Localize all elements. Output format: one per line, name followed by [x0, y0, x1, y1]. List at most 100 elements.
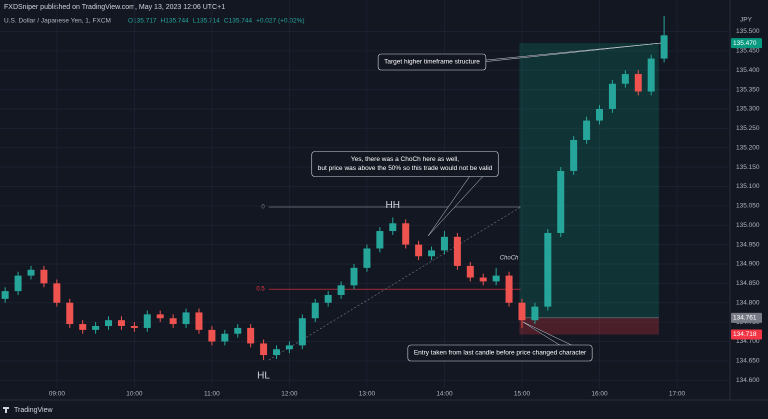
candle-body	[428, 250, 436, 257]
fib-label: 0.5	[256, 287, 265, 293]
y-tick-label: 134.700	[736, 338, 760, 345]
y-tick-label: 135.050	[736, 203, 760, 210]
candle-body	[105, 320, 113, 326]
y-tick-label: 135.000	[736, 222, 760, 229]
candle-body	[350, 267, 358, 286]
price-tag	[731, 38, 762, 49]
candle-body	[27, 269, 35, 276]
x-tick-label: 15:00	[514, 391, 531, 398]
y-tick-label: 134.600	[736, 377, 760, 384]
x-tick-label: 16:00	[591, 391, 608, 398]
candle-body	[182, 312, 190, 325]
candle-body	[621, 74, 629, 84]
brand: TradingView	[14, 407, 53, 414]
candle-body	[596, 108, 604, 121]
y-tick-label: 135.100	[736, 183, 760, 190]
ohlc-value: O135.717	[128, 18, 157, 25]
y-tick-label: 135.350	[736, 86, 760, 93]
candle-body	[117, 320, 125, 326]
candle-body	[402, 223, 410, 245]
y-tick-label: 135.150	[736, 164, 760, 171]
candle-body	[544, 232, 552, 307]
y-tick-label: 134.850	[736, 280, 760, 287]
candle-body	[169, 318, 177, 325]
candle-body	[130, 325, 138, 328]
candle-body	[492, 275, 500, 282]
callout-text: Target higher timeframe structure	[384, 59, 480, 66]
currency: JPY	[740, 17, 753, 24]
candle-body	[440, 236, 448, 251]
candle-body	[14, 275, 22, 292]
symbol: U.S. Dollar / Japanese Yen, 1, FXCM	[4, 18, 111, 25]
candle-body	[557, 170, 565, 233]
x-tick-label: 09:00	[49, 391, 66, 398]
fib-trend	[268, 206, 521, 361]
candle-body	[324, 294, 332, 303]
y-tick-label: 135.200	[736, 144, 760, 151]
callout-box	[377, 53, 487, 71]
candle-body	[337, 285, 345, 295]
candle-body	[505, 275, 513, 303]
callout-text: but price was above the 50% so this trad…	[318, 165, 493, 172]
candle-body	[195, 312, 203, 330]
candle-body	[363, 248, 371, 268]
ohlc-value: L135.714	[193, 18, 220, 25]
candle-body	[583, 120, 591, 140]
x-tick-label: 13:00	[359, 391, 376, 398]
candle-body	[311, 302, 319, 319]
candle-body	[1, 291, 9, 299]
brand-logo	[3, 407, 9, 413]
y-tick-label: 134.900	[736, 261, 760, 268]
callout-box	[407, 344, 593, 362]
candle-body	[234, 327, 242, 334]
price-tag-label: 135.470	[733, 40, 757, 47]
candle-body	[415, 244, 423, 257]
y-tick-label: 134.950	[736, 241, 760, 248]
price-tag	[731, 329, 762, 340]
structure-label: HL	[257, 371, 270, 382]
candle-body	[208, 329, 216, 342]
y-tick-label: 135.400	[736, 67, 760, 74]
publisher: FXDSniper published on TradingView.com, …	[4, 4, 225, 11]
callout-text: Entry taken from last candle before pric…	[414, 350, 587, 357]
candle-body	[272, 349, 280, 356]
stop-zone	[519, 317, 659, 335]
callout-box	[311, 151, 499, 177]
price-tag	[731, 312, 762, 323]
candle-body	[143, 314, 151, 328]
candle-body	[92, 325, 100, 330]
candle-body	[40, 269, 48, 284]
candle-body	[285, 345, 293, 350]
candle-body	[260, 343, 268, 356]
x-tick-label: 11:00	[204, 391, 220, 398]
structure-label: ChoCh	[500, 255, 519, 261]
candle-body	[531, 306, 539, 321]
candle-body	[647, 58, 655, 92]
x-tick-label: 17:00	[669, 391, 686, 398]
candle-body	[221, 333, 229, 342]
y-tick-label: 134.650	[736, 358, 760, 365]
y-tick-label: 135.250	[736, 125, 760, 132]
candle-body	[79, 324, 87, 330]
candle-body	[608, 83, 616, 109]
candle-body	[247, 327, 255, 344]
x-tick-label: 14:00	[436, 391, 453, 398]
candle-body	[156, 314, 164, 319]
price-tag-label: 134.761	[733, 315, 757, 322]
x-tick-label: 10:00	[126, 391, 143, 398]
ohlc-value: +0.027 (+0.02%)	[256, 18, 304, 25]
y-tick-label: 135.450	[736, 48, 760, 55]
callout-text: Yes, there was a ChoCh here as well,	[351, 156, 459, 163]
ohlc-value: C135.744	[224, 18, 253, 25]
structure-label: HH	[386, 200, 400, 211]
candle-body	[376, 231, 384, 249]
y-tick-label: 135.500	[736, 28, 760, 35]
candle-body	[660, 35, 668, 59]
y-tick-label: 135.300	[736, 106, 760, 113]
candle-body	[389, 223, 397, 232]
candle-body	[298, 318, 306, 346]
price-tag-label: 134.718	[733, 331, 757, 338]
ohlc-value: H135.744	[161, 18, 190, 25]
candle-body	[634, 74, 642, 92]
